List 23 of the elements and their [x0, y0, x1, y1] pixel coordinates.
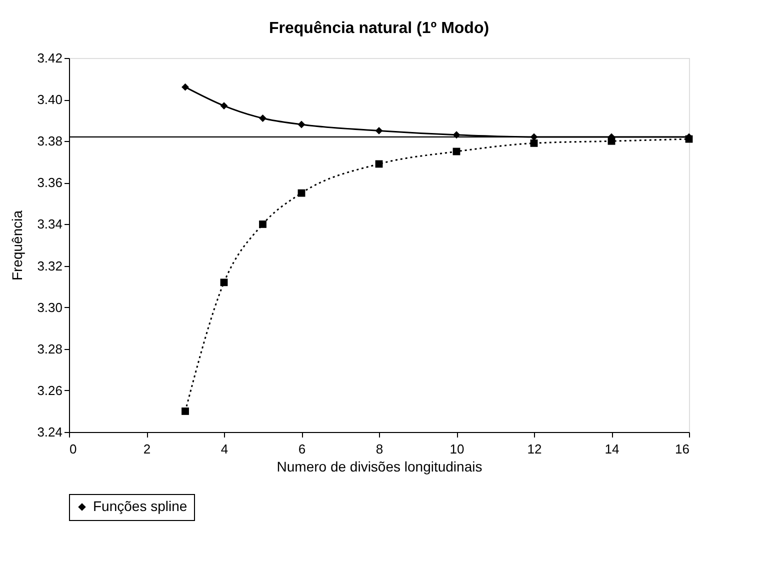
x-tick-label: 12 — [527, 442, 542, 456]
x-tick-label: 16 — [675, 442, 690, 456]
x-tick-label: 2 — [143, 442, 151, 456]
x-tick-label: 10 — [450, 442, 464, 456]
y-tick-label: 3.32 — [37, 258, 62, 274]
x-tick-label: 6 — [298, 442, 306, 456]
chart-title: Frequência natural (1º Modo) — [268, 20, 490, 37]
x-axis-title: Numero de divisões longitudinais — [276, 458, 482, 474]
y-tick-label: 3.34 — [37, 216, 62, 232]
y-tick-label: 3.38 — [37, 134, 62, 149]
x-tick-label: 8 — [376, 442, 384, 456]
y-tick-label: 3.42 — [37, 50, 62, 66]
x-tick-label: 4 — [220, 442, 228, 456]
y-tick-label: 3.30 — [37, 300, 62, 315]
y-tick-label: 3.28 — [37, 341, 62, 356]
y-tick-label: 3.26 — [37, 382, 62, 398]
y-tick-label: 3.40 — [37, 92, 62, 108]
legend-label: Funções spline — [93, 498, 188, 514]
x-tick-label: 0 — [70, 442, 77, 456]
x-tick-label: 14 — [604, 442, 620, 456]
y-axis-title: Frequência — [9, 210, 26, 281]
y-tick-label: 3.36 — [37, 175, 62, 190]
y-tick-label: 3.24 — [37, 424, 62, 440]
